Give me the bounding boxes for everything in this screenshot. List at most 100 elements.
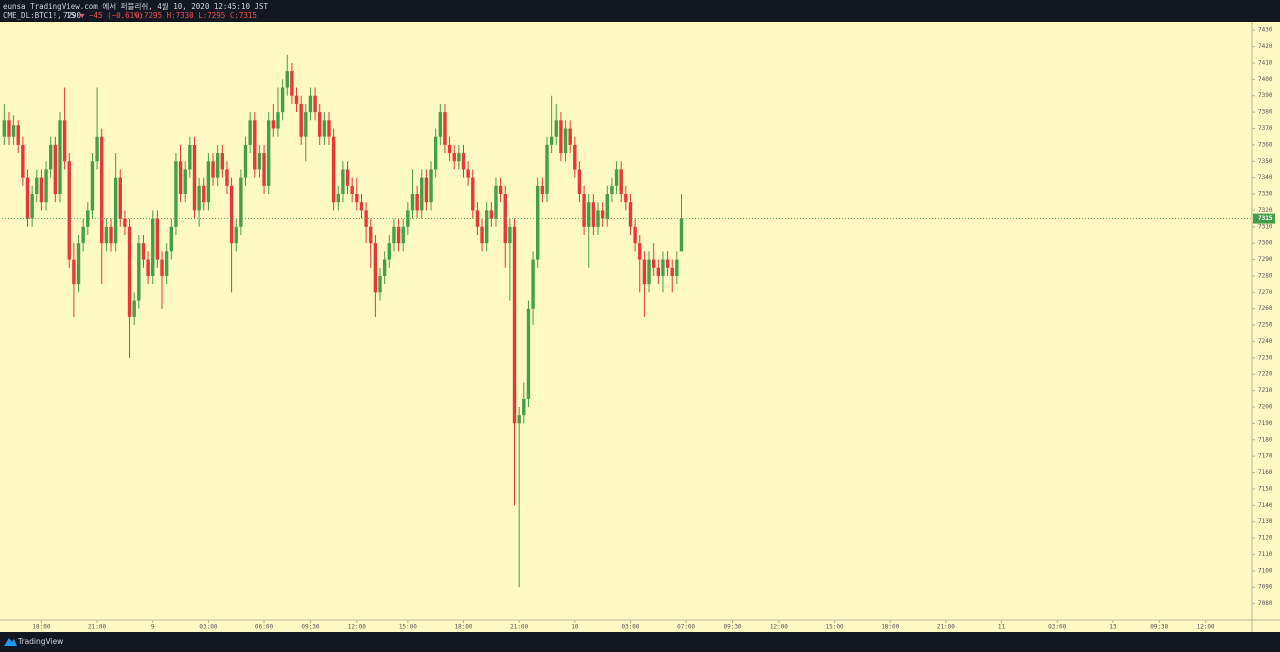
candle-body	[591, 202, 596, 227]
current-price-label: 7315	[1258, 215, 1273, 222]
candle-body	[466, 169, 470, 178]
candle-body	[679, 218, 684, 252]
y-tick-label: 7380	[1258, 109, 1273, 116]
candle-body	[76, 243, 81, 285]
candle-body	[587, 202, 591, 227]
candle-body	[35, 177, 39, 195]
header-change: ▼ −45 (−0.61%)	[80, 11, 143, 20]
candle-body	[443, 112, 447, 145]
candle-body	[498, 185, 503, 195]
candle-body	[271, 120, 276, 129]
candle-body	[387, 243, 391, 260]
candle-body	[647, 259, 651, 285]
candle-body	[132, 300, 136, 317]
candle-body	[341, 169, 345, 195]
candle-body	[549, 136, 554, 145]
x-tick-label: 03:00	[621, 624, 639, 631]
brand-name[interactable]: TradingView	[17, 637, 63, 646]
x-tick-label: 12:00	[770, 624, 788, 631]
candle-body	[610, 185, 614, 195]
candle-body	[582, 194, 586, 227]
candle-body	[633, 226, 637, 244]
candle-body	[39, 177, 44, 203]
header-title: eunsa TradingView.com 에서 퍼블리쉬, 4월 10, 20…	[3, 1, 269, 11]
y-tick-label: 7290	[1258, 256, 1273, 263]
candle-body	[480, 226, 484, 244]
candle-body	[155, 218, 160, 260]
y-tick-label: 7220	[1258, 371, 1273, 378]
candle-body	[619, 169, 623, 195]
x-tick-label: 9	[151, 624, 155, 631]
candle-body	[369, 226, 373, 244]
candle-body	[30, 194, 34, 219]
y-tick-label: 7340	[1258, 174, 1273, 181]
candle-body	[308, 95, 313, 113]
candle-body	[420, 177, 424, 211]
candle-body	[44, 169, 48, 203]
candle-body	[304, 112, 308, 137]
y-tick-label: 7280	[1258, 272, 1273, 279]
candle-body	[220, 153, 225, 170]
candle-body	[614, 169, 619, 186]
candle-body	[90, 161, 95, 211]
candle-body	[415, 194, 419, 211]
candle-body	[294, 95, 299, 104]
candle-body	[2, 120, 7, 137]
candle-body	[123, 218, 127, 227]
candle-body	[313, 95, 317, 113]
candle-body	[253, 120, 257, 170]
footer-bar	[0, 632, 1280, 652]
candle-body	[192, 144, 197, 211]
candle-body	[160, 259, 164, 276]
x-tick-label: 12:00	[348, 624, 366, 631]
candle-body	[202, 185, 206, 203]
x-tick-label: 11	[998, 624, 1006, 631]
candle-body	[568, 128, 572, 145]
candle-body	[573, 144, 577, 170]
candle-body	[58, 120, 62, 195]
candle-body	[290, 71, 294, 96]
x-tick-label: 06:00	[255, 624, 273, 631]
candle-body	[392, 226, 396, 244]
candle-body	[475, 210, 480, 227]
candle-body	[359, 202, 364, 211]
x-tick-label: 10	[571, 624, 579, 631]
candle-body	[318, 112, 322, 137]
y-tick-label: 7170	[1258, 453, 1273, 460]
candle-body	[410, 194, 415, 211]
candle-body	[494, 185, 498, 219]
candle-body	[577, 169, 582, 195]
x-tick-label: 09:30	[723, 624, 741, 631]
candle-body	[471, 177, 475, 211]
candle-body	[675, 259, 679, 276]
y-tick-label: 7300	[1258, 240, 1273, 247]
candle-body	[661, 259, 665, 276]
y-tick-label: 7320	[1258, 207, 1273, 214]
candle-body	[461, 153, 466, 170]
y-tick-label: 7210	[1258, 387, 1273, 394]
candle-body	[484, 210, 489, 244]
x-tick-label: 15:00	[826, 624, 844, 631]
y-tick-label: 7100	[1258, 567, 1273, 574]
brand-logo	[4, 638, 17, 646]
candle-body	[457, 153, 461, 162]
candle-body	[424, 177, 429, 203]
candle-body	[21, 144, 25, 178]
y-tick-label: 7410	[1258, 59, 1273, 66]
candle-body	[239, 177, 243, 227]
candle-body	[118, 177, 122, 219]
candle-body	[215, 153, 220, 178]
candle-body	[642, 259, 647, 285]
y-tick-label: 7250	[1258, 322, 1273, 329]
y-tick-label: 7150	[1258, 485, 1273, 492]
candle-body	[104, 226, 109, 244]
x-tick-label: 21:00	[88, 624, 106, 631]
candle-body	[600, 210, 605, 219]
candle-body	[53, 144, 58, 195]
y-tick-label: 7140	[1258, 502, 1273, 509]
candle-body	[49, 144, 53, 170]
candle-body	[113, 177, 118, 244]
x-tick-label: 07:00	[677, 624, 695, 631]
candle-body	[188, 144, 192, 170]
x-tick-label: 03:00	[199, 624, 217, 631]
